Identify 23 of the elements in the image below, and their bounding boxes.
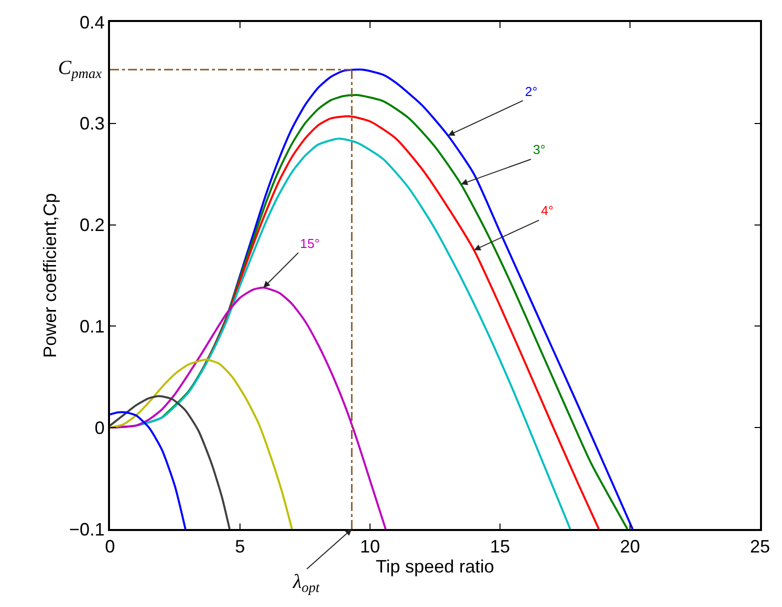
- y-tick-label: 0.4: [80, 12, 105, 32]
- x-tick-label: 15: [490, 536, 510, 556]
- x-tick-label: 10: [360, 536, 380, 556]
- y-tick-label: 0.1: [80, 316, 105, 336]
- line-series: [161, 94, 628, 529]
- text: 4°: [541, 203, 554, 218]
- y-tick-label: 0.2: [80, 215, 105, 236]
- text: 3°: [533, 142, 546, 157]
- y-tick-label: 0.3: [80, 114, 105, 134]
- ref-line-label: C$_{pmax}$: [58, 57, 102, 82]
- y-tick-label: 0: [94, 418, 105, 438]
- x-tick-label: 20: [620, 536, 640, 556]
- y-tick-label: −0.1: [69, 519, 105, 540]
- x-tick-label: 5: [234, 536, 246, 556]
- x-axis-title: Tip speed ratio: [376, 556, 494, 576]
- text: 2°: [525, 84, 538, 99]
- line-series: [110, 395, 231, 529]
- line-series: [200, 115, 600, 529]
- text: 15°: [300, 236, 320, 251]
- y-axis-title: Power coefficient,Cp: [40, 193, 60, 358]
- line-series: [110, 358, 293, 529]
- x-tick-label: 25: [750, 536, 770, 556]
- ref-line-label: λ$_{opt}$: [292, 571, 321, 596]
